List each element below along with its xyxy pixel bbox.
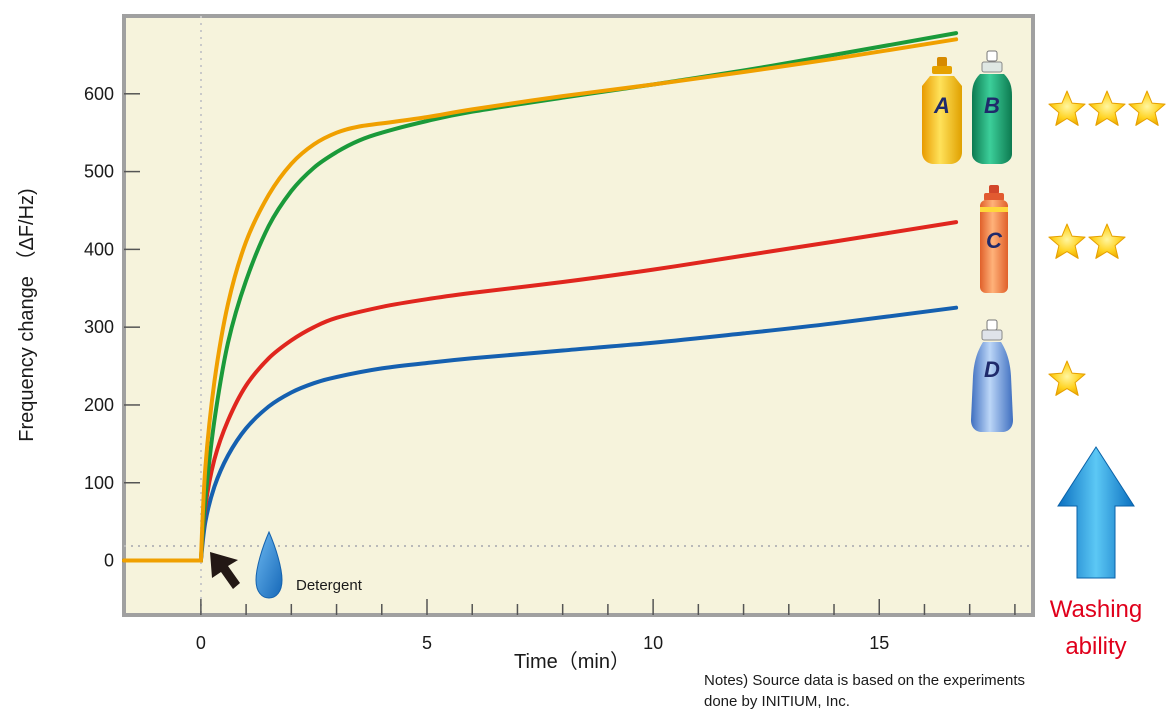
detergent-annotation: Detergent (210, 530, 363, 599)
series-line-a (122, 37, 959, 563)
notes-line-2: done by INITIUM, Inc. (704, 693, 850, 710)
y-tick-label: 500 (84, 162, 114, 182)
series-line-c (122, 220, 959, 563)
y-tick-label: 100 (84, 473, 114, 493)
star-icon (1088, 223, 1126, 259)
bottle-a: A (922, 57, 962, 164)
bottle-c: C (980, 185, 1008, 293)
detergent-label: Detergent (296, 577, 363, 594)
star-icon (1048, 360, 1086, 396)
x-axis-ticks: 0 5 10 15 (196, 599, 1016, 653)
x-tick-label: 5 (422, 633, 432, 653)
y-tick-label: 0 (104, 551, 114, 571)
x-tick-label: 15 (869, 633, 889, 653)
star-icon (1048, 223, 1086, 259)
water-drop-icon (255, 530, 283, 599)
ability-label: ability (1065, 633, 1126, 660)
y-axis-ticks: 0 100 200 300 400 500 600 (84, 84, 140, 571)
y-axis-title: Frequency change （ΔF/Hz) (15, 188, 38, 441)
y-tick-label: 200 (84, 395, 114, 415)
series-line-d (122, 305, 959, 563)
bottle-b: B (972, 50, 1012, 164)
arrow-up-icon (1057, 446, 1135, 579)
washing-label: Washing (1050, 596, 1142, 623)
arrow-up-left-icon (210, 552, 240, 589)
star-icon (1128, 90, 1166, 126)
x-axis-title: Time（min） (514, 650, 630, 673)
star-icon (1048, 90, 1086, 126)
bottle-b-label: B (984, 93, 1000, 118)
bottle-a-label: A (933, 93, 950, 118)
y-tick-label: 400 (84, 239, 114, 259)
series-lines (122, 31, 959, 563)
y-tick-label: 600 (84, 84, 114, 104)
x-tick-label: 0 (196, 633, 206, 653)
y-tick-label: 300 (84, 317, 114, 337)
star-icon (1088, 90, 1126, 126)
notes-line-1: Notes) Source data is based on the exper… (704, 672, 1025, 689)
star-ratings (1048, 90, 1166, 396)
bottle-d: D (971, 319, 1013, 432)
bottle-c-label: C (986, 228, 1003, 253)
x-tick-label: 10 (643, 633, 663, 653)
bottle-d-label: D (984, 357, 1000, 382)
